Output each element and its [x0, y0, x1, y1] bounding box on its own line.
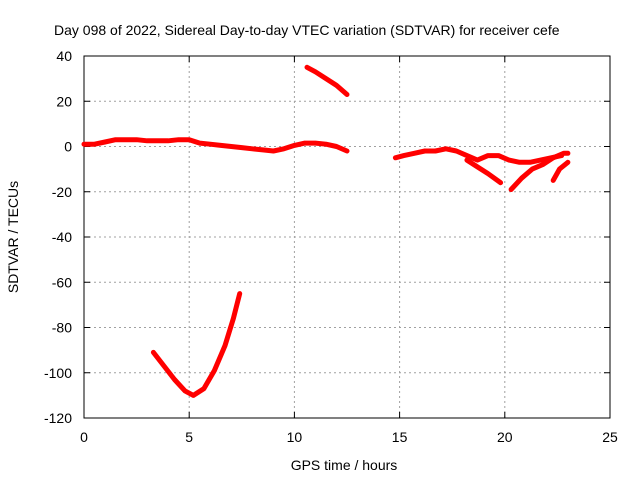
y-tick-label: -40 — [52, 229, 72, 245]
grid-lines — [84, 56, 610, 418]
series-line-arc-1 — [81, 137, 350, 154]
y-tick-label: -120 — [44, 410, 72, 426]
y-tick-label: 40 — [56, 48, 72, 64]
axis-ticks: 0 5 10 15 20 25 -120 -100 -80 -60 -40 -20 0 20 40 — [44, 48, 618, 445]
x-tick-label: 15 — [392, 429, 408, 445]
series-line-arc-3 — [150, 291, 243, 398]
y-tick-label: 20 — [56, 93, 72, 109]
y-tick-label: 0 — [64, 139, 72, 155]
chart-title: Day 098 of 2022, Sidereal Day-to-day VTE… — [54, 22, 560, 38]
x-axis-label: GPS time / hours — [291, 457, 398, 473]
y-axis-label: SDTVAR / TECUs — [5, 181, 21, 293]
series-line-arc-2 — [304, 64, 350, 97]
series-line-arc-4 — [392, 146, 565, 165]
x-tick-label: 0 — [80, 429, 88, 445]
y-tick-label: -80 — [52, 320, 72, 336]
y-tick-label: -100 — [44, 365, 72, 381]
y-tick-label: -20 — [52, 184, 72, 200]
x-tick-label: 20 — [497, 429, 513, 445]
series-line-arc-6 — [508, 150, 571, 192]
x-tick-label: 25 — [602, 429, 618, 445]
data-series — [81, 64, 571, 398]
x-tick-label: 10 — [287, 429, 303, 445]
series-line-arc-5 — [464, 157, 504, 186]
x-tick-label: 5 — [185, 429, 193, 445]
y-tick-label: -60 — [52, 274, 72, 290]
series-line-arc-7 — [550, 159, 571, 183]
